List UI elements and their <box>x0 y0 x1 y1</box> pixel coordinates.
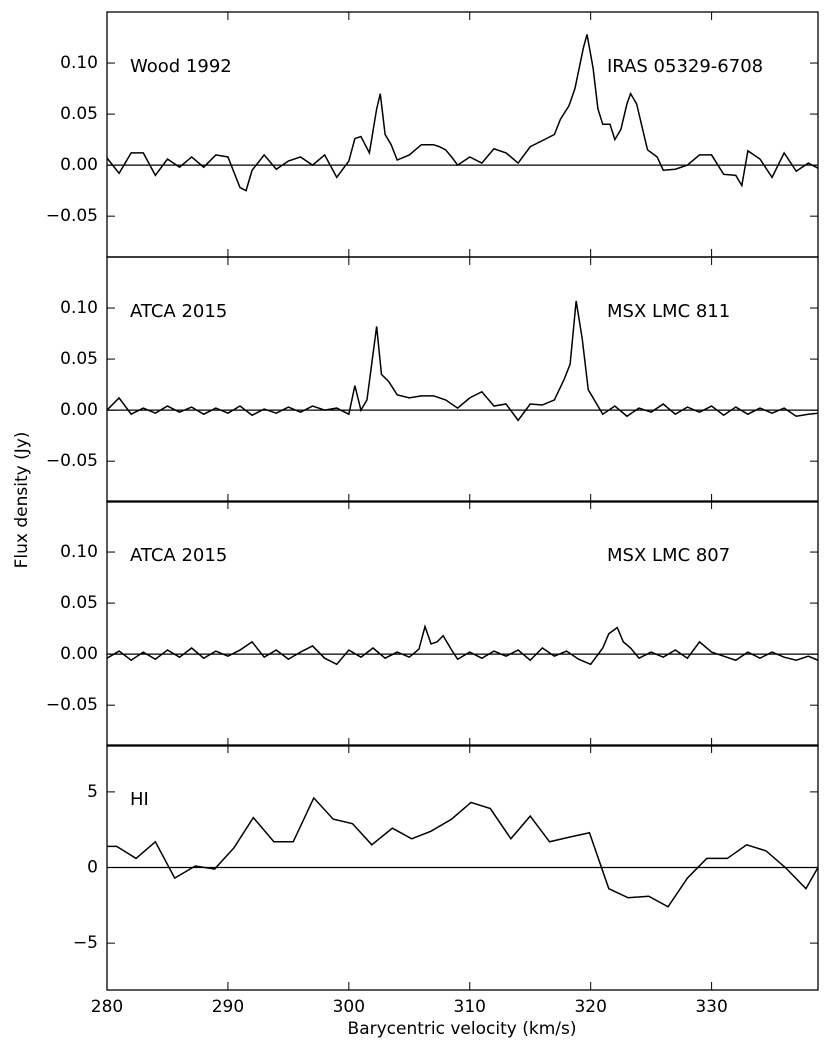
annotation: HI <box>130 789 149 810</box>
y-tick-label: 0.00 <box>60 644 98 664</box>
x-axis-label: Barycentric velocity (km/s) <box>348 1019 577 1039</box>
data-line <box>107 300 818 422</box>
y-tick-label: 5 <box>87 782 98 802</box>
annotation: Wood 1992 <box>130 56 232 77</box>
x-tick-label: 320 <box>574 997 606 1017</box>
x-tick-label: 280 <box>91 997 123 1017</box>
annotation: IRAS 05329-6708 <box>607 56 763 77</box>
y-tick-label: −5 <box>73 933 98 953</box>
panel-frame <box>106 744 819 991</box>
annotation: ATCA 2015 <box>130 301 227 322</box>
panel-frame <box>106 256 819 503</box>
y-axis-label: Flux density (Jy) <box>12 432 32 569</box>
y-tick-label: 0.00 <box>60 155 98 175</box>
y-tick-label: 0.05 <box>60 593 98 613</box>
y-tick-label: 0.00 <box>60 400 98 420</box>
panel-frame <box>106 11 819 258</box>
x-tick-label: 330 <box>695 997 727 1017</box>
y-tick-label: 0.10 <box>60 542 98 562</box>
panel-frame <box>106 500 819 747</box>
y-tick-label: −0.05 <box>46 206 98 226</box>
annotation: ATCA 2015 <box>130 545 227 566</box>
y-tick-label: 0.10 <box>60 298 98 318</box>
x-tick-label: 300 <box>333 997 365 1017</box>
y-tick-label: 0.10 <box>60 53 98 73</box>
annotation: MSX LMC 807 <box>607 545 730 566</box>
y-tick-label: 0.05 <box>60 349 98 369</box>
data-line <box>107 624 818 666</box>
x-tick-label: 310 <box>454 997 486 1017</box>
data-line <box>107 34 818 192</box>
y-tick-label: −0.05 <box>46 695 98 715</box>
y-tick-label: 0.05 <box>60 104 98 124</box>
data-line <box>107 796 818 908</box>
x-tick-label: 290 <box>212 997 244 1017</box>
annotation: MSX LMC 811 <box>607 301 730 322</box>
y-tick-label: 0 <box>87 858 98 878</box>
y-tick-label: −0.05 <box>46 451 98 471</box>
